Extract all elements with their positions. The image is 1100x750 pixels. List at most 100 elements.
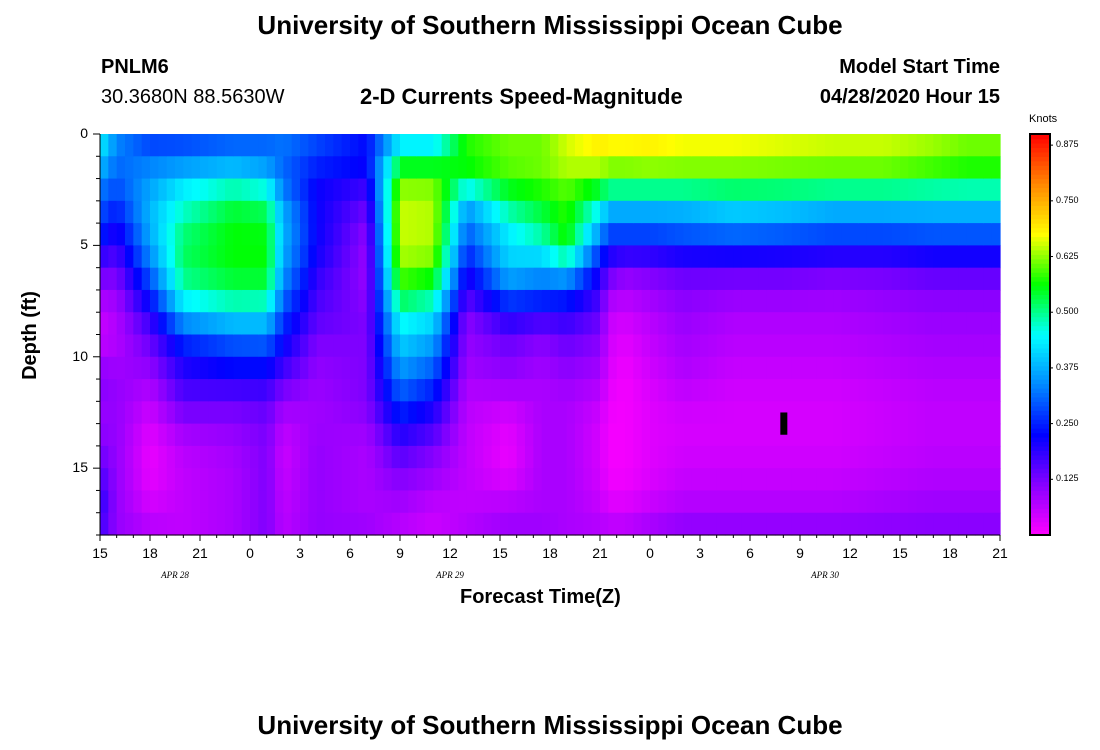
heatmap-cell xyxy=(850,356,859,380)
heatmap-cell xyxy=(900,468,909,492)
heatmap-cell xyxy=(208,200,218,224)
heatmap-cell xyxy=(133,356,143,380)
heatmap-cell xyxy=(225,512,234,536)
heatmap-cell xyxy=(208,512,218,536)
heatmap-cell xyxy=(275,200,284,224)
heatmap-cell xyxy=(650,245,659,269)
heatmap-cell xyxy=(266,490,276,514)
heatmap-cell xyxy=(866,334,876,358)
heatmap-cell xyxy=(333,134,343,157)
heatmap-cell xyxy=(766,423,776,447)
heatmap-cell xyxy=(466,200,476,224)
heatmap-cell xyxy=(333,490,343,514)
heatmap-cell xyxy=(500,512,509,536)
heatmap-cell xyxy=(650,134,659,157)
heatmap-cell xyxy=(350,512,359,536)
heatmap-cell xyxy=(783,178,793,202)
heatmap-cell xyxy=(525,178,534,202)
heatmap-cell xyxy=(658,490,668,514)
heatmap-cell xyxy=(291,267,301,291)
heatmap-cell xyxy=(566,401,576,425)
heatmap-cell xyxy=(216,267,226,291)
x-tick-label: 18 xyxy=(142,545,158,561)
heatmap-cell xyxy=(133,178,143,202)
colorbar-segment xyxy=(1030,142,1050,148)
heatmap-cell xyxy=(858,245,868,269)
heatmap-cell xyxy=(616,178,626,202)
heatmap-cell xyxy=(566,156,576,180)
heatmap-cell xyxy=(441,445,451,469)
heatmap-cell xyxy=(383,223,393,246)
heatmap-cell xyxy=(700,134,709,157)
heatmap-cell xyxy=(866,401,876,425)
heatmap-cell xyxy=(825,423,834,447)
heatmap-cell xyxy=(575,512,584,536)
heatmap-cell xyxy=(150,423,159,447)
heatmap-cell xyxy=(875,156,884,180)
heatmap-cell xyxy=(408,490,418,514)
colorbar-segment xyxy=(1030,459,1050,465)
heatmap-cell xyxy=(700,356,709,380)
heatmap-cell xyxy=(650,200,659,224)
heatmap-cell xyxy=(441,379,451,402)
heatmap-cell xyxy=(400,490,409,514)
heatmap-cell xyxy=(633,445,643,469)
heatmap-cell xyxy=(658,445,668,469)
heatmap-cell xyxy=(833,134,843,157)
heatmap-cell xyxy=(350,200,359,224)
heatmap-cell xyxy=(725,379,734,402)
heatmap-cell xyxy=(750,512,759,536)
heatmap-cell xyxy=(166,223,176,246)
heatmap-cell xyxy=(341,423,351,447)
colorbar-segment xyxy=(1030,321,1050,327)
heatmap-cell xyxy=(200,356,209,380)
heatmap-cell xyxy=(291,445,301,469)
heatmap-cell xyxy=(716,289,726,313)
heatmap-cell xyxy=(808,334,818,358)
heatmap-cell xyxy=(233,134,243,157)
heatmap-cell xyxy=(475,178,484,202)
heatmap-cell xyxy=(858,334,868,358)
heatmap-cell xyxy=(341,490,351,514)
heatmap-cell xyxy=(866,178,876,202)
heatmap-cell xyxy=(633,334,643,358)
heatmap-cell xyxy=(816,200,826,224)
heatmap-cell xyxy=(475,423,484,447)
heatmap-cell xyxy=(708,178,718,202)
heatmap-cell xyxy=(441,468,451,492)
heatmap-cell xyxy=(175,134,184,157)
heatmap-cell xyxy=(366,334,376,358)
heatmap-cell xyxy=(358,156,368,180)
heatmap-cell xyxy=(350,379,359,402)
heatmap-cell xyxy=(791,289,801,313)
heatmap-cell xyxy=(300,379,309,402)
heatmap-cell xyxy=(525,267,534,291)
heatmap-cell xyxy=(591,245,601,269)
heatmap-cell xyxy=(808,267,818,291)
heatmap-cell xyxy=(491,289,501,313)
colorbar-segment xyxy=(1030,147,1050,153)
heatmap-cell xyxy=(900,223,909,246)
heatmap-cell xyxy=(391,223,401,246)
heatmap-cell xyxy=(475,401,484,425)
heatmap-cell xyxy=(433,289,443,313)
heatmap-cell xyxy=(533,223,543,246)
colorbar-segment xyxy=(1030,174,1050,180)
heatmap-cell xyxy=(575,156,584,180)
heatmap-cell xyxy=(608,356,618,380)
heatmap-cell xyxy=(716,423,726,447)
heatmap-cell xyxy=(158,490,168,514)
heatmap-cell xyxy=(291,423,301,447)
heatmap-cell xyxy=(241,356,251,380)
heatmap-cell xyxy=(875,312,884,336)
heatmap-cell xyxy=(416,289,426,313)
heatmap-cell xyxy=(900,490,909,514)
heatmap-cell xyxy=(916,490,926,514)
heatmap-cell xyxy=(616,445,626,469)
heatmap-cell xyxy=(883,312,893,336)
colorbar-segment xyxy=(1030,419,1050,425)
heatmap-cell xyxy=(191,445,201,469)
heatmap-cell xyxy=(466,423,476,447)
heatmap-cell xyxy=(666,356,676,380)
colorbar-segment xyxy=(1030,298,1050,304)
